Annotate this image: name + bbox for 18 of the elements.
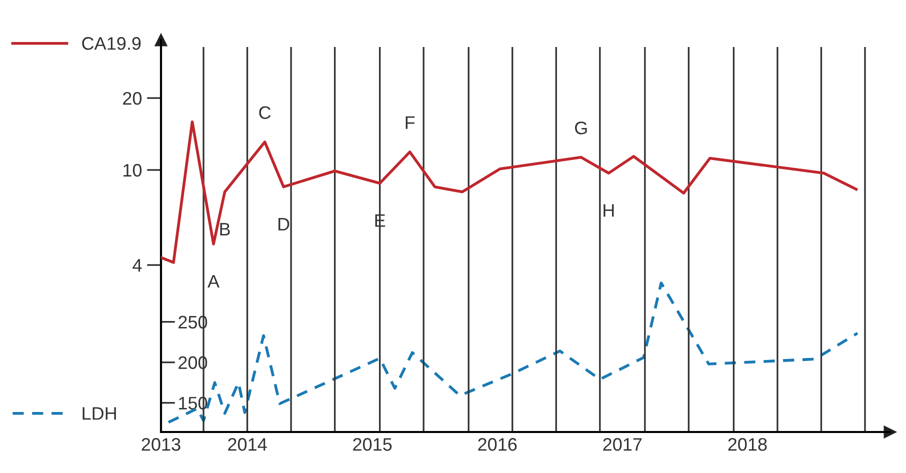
annotation: C <box>259 106 271 120</box>
y-tick-label: 4 <box>132 259 142 272</box>
x-tick-label: 2014 <box>228 438 267 451</box>
annotation: F <box>406 116 415 129</box>
x-tick-label: 2015 <box>353 438 392 451</box>
annotation: G <box>575 122 587 134</box>
x-tick-label: 2017 <box>603 438 642 451</box>
legend-label: LDH <box>82 407 116 420</box>
legend-label: CA19.9 <box>82 37 141 50</box>
y-tick-label: 10 <box>124 164 142 177</box>
x-tick-label: 2016 <box>478 438 517 451</box>
annotation: A <box>208 275 220 288</box>
y-tick-label: 20 <box>123 92 142 105</box>
annotation: B <box>220 222 230 236</box>
x-tick-label: 2018 <box>728 438 767 451</box>
annotation: D <box>278 218 290 230</box>
annotation: H <box>604 204 614 217</box>
x-tick-label: 2013 <box>142 438 180 451</box>
